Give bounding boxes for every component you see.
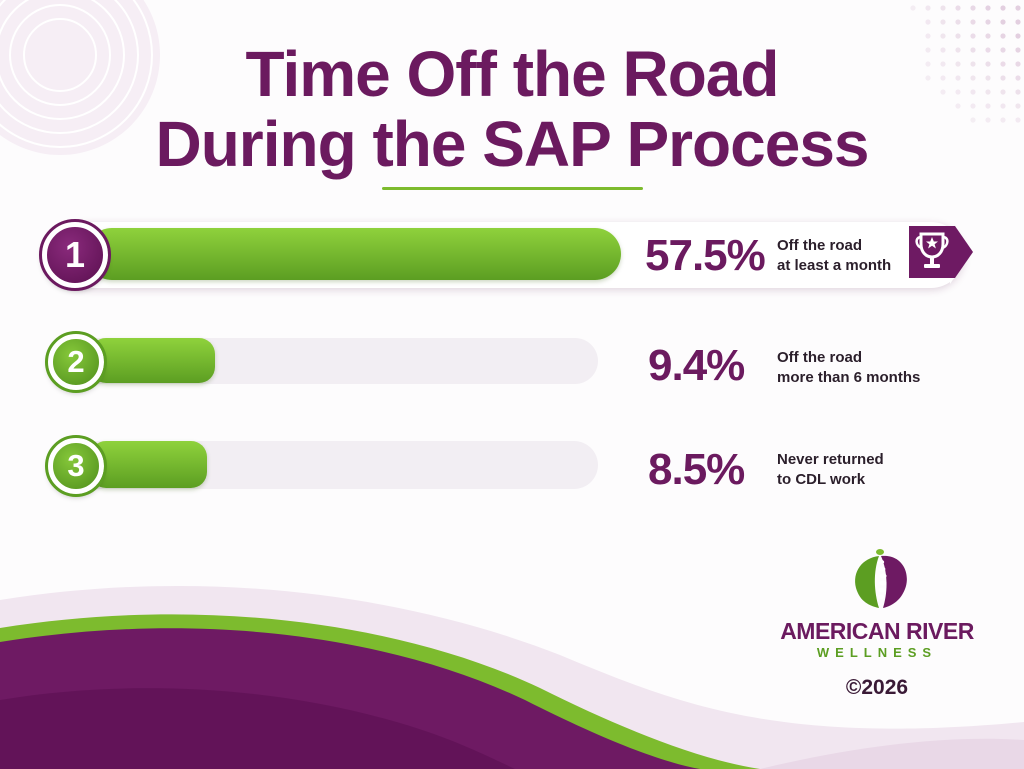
decorative-dot bbox=[1015, 117, 1021, 123]
decorative-dot bbox=[1000, 5, 1006, 11]
decorative-dot bbox=[1000, 117, 1006, 123]
decorative-dot bbox=[940, 19, 946, 25]
decorative-dot bbox=[970, 19, 976, 25]
title-divider bbox=[382, 187, 643, 190]
decorative-dot bbox=[955, 47, 961, 53]
decorative-dot bbox=[940, 47, 946, 53]
desc-1: Off the road at least a month bbox=[777, 236, 891, 276]
decorative-dot bbox=[925, 61, 931, 67]
decorative-dot bbox=[985, 61, 991, 67]
decorative-dot bbox=[910, 5, 916, 11]
rank-number-2: 2 bbox=[67, 344, 85, 379]
value-label-3: 8.5% bbox=[648, 445, 745, 494]
decorative-dot bbox=[985, 117, 991, 123]
decorative-dot bbox=[925, 47, 931, 53]
decorative-dot bbox=[970, 89, 976, 95]
desc-2-line2: more than 6 months bbox=[777, 369, 921, 386]
bar-1 bbox=[86, 228, 621, 280]
decorative-dot bbox=[1000, 47, 1006, 53]
rank-badge-1: 1 bbox=[39, 219, 111, 291]
brand-subtitle: WELLNESS bbox=[816, 645, 938, 660]
decorative-dot bbox=[940, 33, 946, 39]
chart-title-line2: During the SAP Process bbox=[155, 108, 869, 180]
decorative-dot bbox=[1015, 19, 1021, 25]
value-label-1: 57.5% bbox=[645, 231, 766, 280]
rank-number-1: 1 bbox=[64, 234, 86, 275]
desc-2-line1: Off the road bbox=[777, 349, 862, 366]
desc-3-line2: to CDL work bbox=[777, 471, 866, 488]
decorative-rings bbox=[0, 0, 160, 155]
desc-1-line1: Off the road bbox=[777, 237, 862, 254]
decorative-dot bbox=[1000, 89, 1006, 95]
brand-name: AMERICAN RIVER bbox=[780, 618, 974, 644]
decorative-dot bbox=[1015, 61, 1021, 67]
decorative-dot bbox=[1015, 5, 1021, 11]
decorative-dot bbox=[940, 75, 946, 81]
decorative-dot bbox=[955, 19, 961, 25]
decorative-dot bbox=[985, 5, 991, 11]
decorative-dot bbox=[925, 19, 931, 25]
decorative-dots bbox=[910, 5, 1021, 123]
decorative-dot bbox=[1000, 19, 1006, 25]
decorative-dot bbox=[925, 33, 931, 39]
decorative-dot bbox=[1015, 75, 1021, 81]
decorative-dot bbox=[955, 89, 961, 95]
decorative-dot bbox=[970, 61, 976, 67]
desc-1-line2: at least a month bbox=[777, 257, 892, 274]
decorative-dot bbox=[925, 5, 931, 11]
desc-3-line1: Never returned bbox=[777, 451, 884, 468]
decorative-dot bbox=[985, 33, 991, 39]
decorative-dot bbox=[940, 61, 946, 67]
value-label-2: 9.4% bbox=[648, 341, 745, 390]
bar-2 bbox=[90, 338, 216, 383]
decorative-dot bbox=[955, 75, 961, 81]
decorative-dot bbox=[985, 103, 991, 109]
decorative-dot bbox=[1000, 103, 1006, 109]
desc-3: Never returned to CDL work bbox=[777, 450, 884, 490]
decorative-dot bbox=[955, 33, 961, 39]
decorative-dot bbox=[1015, 103, 1021, 109]
decorative-dot bbox=[925, 75, 931, 81]
rank-badge-2: 2 bbox=[45, 331, 107, 393]
chart-title-line1: Time Off the Road bbox=[245, 38, 780, 110]
decorative-dot bbox=[985, 19, 991, 25]
decorative-dot bbox=[940, 89, 946, 95]
decorative-dot bbox=[970, 75, 976, 81]
decorative-dot bbox=[1015, 89, 1021, 95]
decorative-dot bbox=[1015, 33, 1021, 39]
decorative-dot bbox=[955, 5, 961, 11]
decorative-dot bbox=[1000, 33, 1006, 39]
desc-2: Off the road more than 6 months bbox=[777, 348, 920, 388]
decorative-dot bbox=[955, 61, 961, 67]
decorative-dot bbox=[970, 5, 976, 11]
rank-badge-3: 3 bbox=[45, 435, 107, 497]
decorative-dot bbox=[940, 5, 946, 11]
decorative-dot bbox=[955, 103, 961, 109]
decorative-dot bbox=[970, 103, 976, 109]
decorative-dot bbox=[1000, 75, 1006, 81]
decorative-dot bbox=[985, 89, 991, 95]
decorative-dot bbox=[970, 47, 976, 53]
bar-3 bbox=[90, 441, 208, 488]
rank-number-3: 3 bbox=[67, 448, 85, 483]
trophy-icon bbox=[909, 226, 973, 278]
decorative-dot bbox=[985, 75, 991, 81]
decorative-dot bbox=[1015, 47, 1021, 53]
decorative-dot bbox=[970, 33, 976, 39]
decorative-dot bbox=[970, 117, 976, 123]
leaf-spine-logo-icon bbox=[855, 549, 907, 608]
decorative-dot bbox=[985, 47, 991, 53]
decorative-dot bbox=[1000, 61, 1006, 67]
copyright: ©2026 bbox=[845, 676, 909, 699]
